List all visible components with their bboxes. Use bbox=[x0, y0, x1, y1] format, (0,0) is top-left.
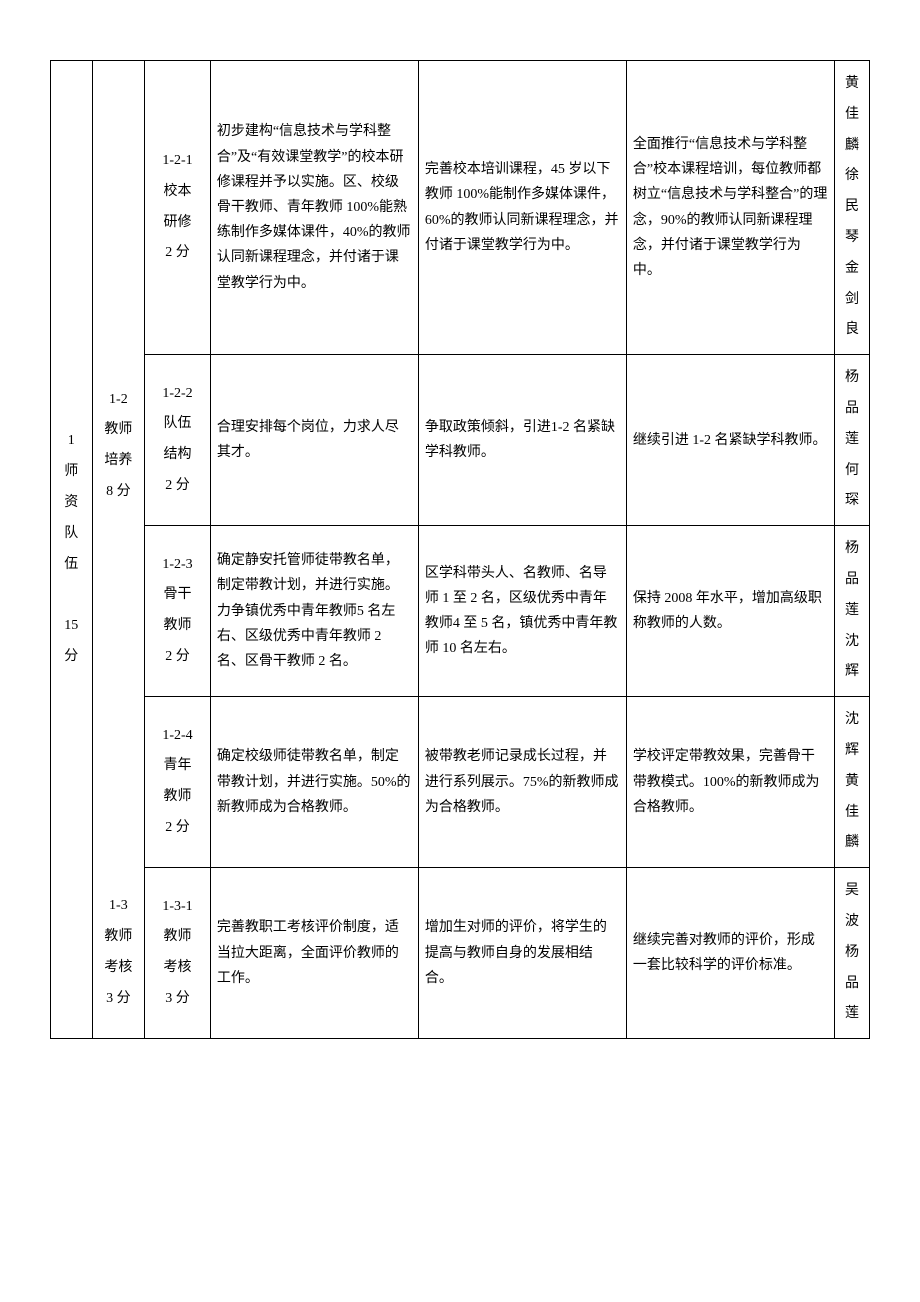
cell-subcategory: 1-2 教师 培养 8 分 bbox=[92, 355, 145, 868]
cell-year1: 确定校级师徒带教名单，制定带教计划，并进行实施。50%的新教师成为合格教师。 bbox=[210, 697, 418, 868]
cell-year1: 初步建构“信息技术与学科整合”及“有效课堂教学”的校本研修课程并予以实施。区、校… bbox=[210, 61, 418, 355]
cell-year3: 继续完善对教师的评价，形成一套比较科学的评价标准。 bbox=[626, 868, 834, 1039]
cell-item-code: 1-2-2 队伍 结构 2 分 bbox=[145, 355, 211, 526]
cell-year3: 学校评定带教效果，完善骨干带教模式。100%的新教师成为合格教师。 bbox=[626, 697, 834, 868]
cell-year2: 被带教老师记录成长过程，并进行系列展示。75%的新教师成为合格教师。 bbox=[418, 697, 626, 868]
cell-item-code: 1-2-1 校本 研修 2 分 bbox=[145, 61, 211, 355]
cell-year2: 增加生对师的评价，将学生的提高与教师自身的发展相结合。 bbox=[418, 868, 626, 1039]
cell-year2: 完善校本培训课程，45 岁以下教师 100%能制作多媒体课件，60%的教师认同新… bbox=[418, 61, 626, 355]
cell-owner: 杨 品 莲 何 琛 bbox=[834, 355, 869, 526]
cell-year2: 争取政策倾斜，引进1-2 名紧缺学科教师。 bbox=[418, 355, 626, 526]
cell-owner: 黄 佳 麟 徐 民 琴 金 剑 良 bbox=[834, 61, 869, 355]
table-row: 1-3 教师 考核 3 分 1-3-1 教师 考核 3 分 完善教职工考核评价制… bbox=[51, 868, 870, 1039]
cell-item-code: 1-2-3 骨干 教师 2 分 bbox=[145, 526, 211, 697]
table-row: 1-2 教师 培养 8 分 1-2-2 队伍 结构 2 分 合理安排每个岗位，力… bbox=[51, 355, 870, 526]
cell-year1: 合理安排每个岗位，力求人尽其才。 bbox=[210, 355, 418, 526]
cell-item-code: 1-3-1 教师 考核 3 分 bbox=[145, 868, 211, 1039]
cell-year3: 继续引进 1-2 名紧缺学科教师。 bbox=[626, 355, 834, 526]
evaluation-table: 1 师 资 队 伍 15 分 1-2-1 校本 研修 2 分 初步建构“信息技术… bbox=[50, 60, 870, 1039]
cell-owner: 吴 波 杨 品 莲 bbox=[834, 868, 869, 1039]
cell-category: 1 师 资 队 伍 15 分 bbox=[51, 61, 93, 1039]
cell-year1: 确定静安托管师徒带教名单，制定带教计划，并进行实施。力争镇优秀中青年教师5 名左… bbox=[210, 526, 418, 697]
table-row: 1-2-3 骨干 教师 2 分 确定静安托管师徒带教名单，制定带教计划，并进行实… bbox=[51, 526, 870, 697]
cell-owner: 沈 辉 黄 佳 麟 bbox=[834, 697, 869, 868]
table-row: 1 师 资 队 伍 15 分 1-2-1 校本 研修 2 分 初步建构“信息技术… bbox=[51, 61, 870, 355]
cell-year3: 全面推行“信息技术与学科整合”校本课程培训，每位教师都树立“信息技术与学科整合”… bbox=[626, 61, 834, 355]
cell-item-code: 1-2-4 青年 教师 2 分 bbox=[145, 697, 211, 868]
cell-year2: 区学科带头人、名教师、名导师 1 至 2 名，区级优秀中青年教师4 至 5 名，… bbox=[418, 526, 626, 697]
table-row: 1-2-4 青年 教师 2 分 确定校级师徒带教名单，制定带教计划，并进行实施。… bbox=[51, 697, 870, 868]
cell-subcategory bbox=[92, 61, 145, 355]
cell-year3: 保持 2008 年水平，增加高级职称教师的人数。 bbox=[626, 526, 834, 697]
cell-year1: 完善教职工考核评价制度，适当拉大距离，全面评价教师的工作。 bbox=[210, 868, 418, 1039]
cell-subcategory: 1-3 教师 考核 3 分 bbox=[92, 868, 145, 1039]
cell-owner: 杨 品 莲 沈 辉 bbox=[834, 526, 869, 697]
